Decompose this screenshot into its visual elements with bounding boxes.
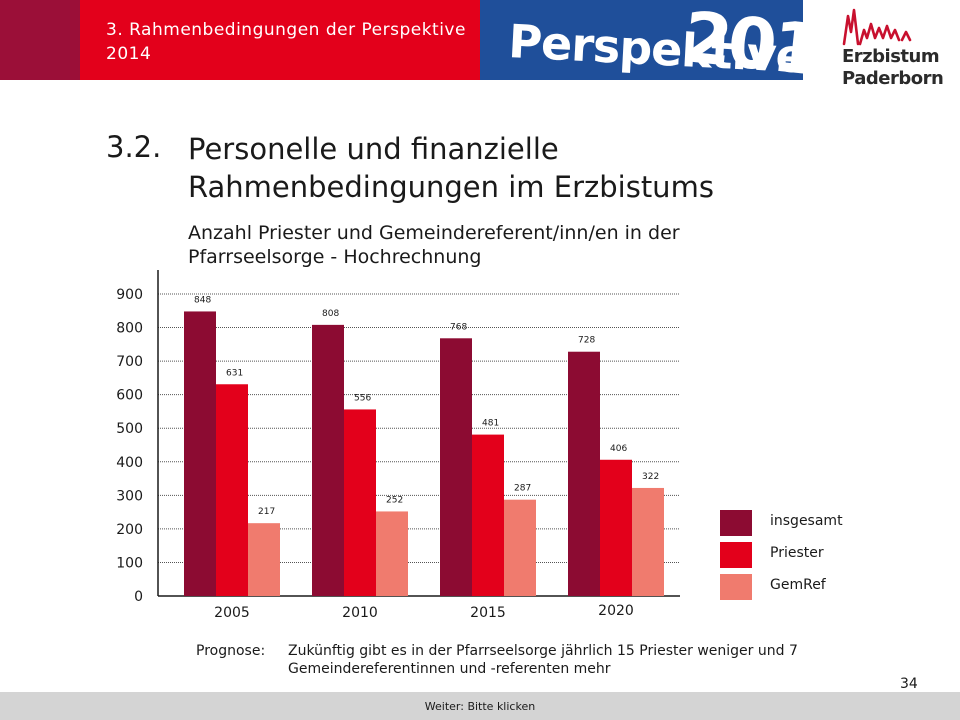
bar-priester-2005 — [216, 384, 248, 596]
header-section-title: 3. Rahmenbedingungen der Perspektive 201… — [106, 20, 466, 64]
legend-label-gemref: GemRef — [770, 577, 826, 593]
bar-gemref-2015 — [504, 499, 536, 596]
y-tick-label: 200 — [116, 522, 143, 538]
bar-insgesamt-2005 — [184, 311, 216, 596]
data-label: 556 — [354, 393, 371, 403]
legend-swatch-insgesamt — [720, 510, 752, 536]
bar-gemref-2020 — [632, 487, 664, 596]
chart-subtitle: Anzahl Priester und Gemeindereferent/inn… — [188, 222, 680, 268]
footer-continue-text[interactable]: Weiter: Bitte klicken — [424, 700, 536, 713]
bar-gemref-2005 — [248, 523, 280, 596]
footnote-text: Zukünftig gibt es in der Pfarrseelsorge … — [288, 643, 798, 677]
data-label: 808 — [322, 309, 339, 319]
legend-label-priester: Priester — [770, 545, 824, 561]
data-label: 481 — [482, 419, 499, 429]
header-accent-block — [0, 0, 80, 80]
footnote-label: Prognose: — [196, 643, 266, 659]
x-tick-label: 2020 — [598, 603, 634, 619]
header-brand-banner — [480, 0, 803, 80]
data-label: 631 — [226, 368, 243, 378]
y-tick-label: 600 — [116, 388, 143, 404]
slide-title: Personelle und finanzielle Rahmenbedingu… — [188, 132, 714, 204]
bar-insgesamt-2010 — [312, 324, 344, 596]
bar-insgesamt-2015 — [440, 338, 472, 596]
data-label: 217 — [258, 507, 275, 517]
header-section-banner — [80, 0, 480, 80]
data-label: 848 — [194, 295, 211, 305]
archdiocese-logo: Erzbistum Paderborn — [838, 4, 944, 92]
legend-swatch-priester — [720, 542, 752, 568]
y-tick-label: 900 — [116, 287, 143, 303]
data-label: 322 — [642, 472, 659, 482]
y-tick-label: 0 — [134, 589, 143, 605]
y-tick-label: 100 — [116, 555, 143, 571]
legend-label-insgesamt: insgesamt — [770, 513, 843, 529]
bar-insgesamt-2020 — [568, 351, 600, 596]
slide-number: 3.2. — [106, 130, 162, 164]
footer-bar[interactable]: Weiter: Bitte klicken — [0, 692, 960, 720]
logo-line-2: Paderborn — [842, 68, 944, 89]
data-label: 768 — [450, 322, 467, 332]
data-label: 287 — [514, 484, 531, 494]
bar-priester-2010 — [344, 409, 376, 596]
logo-line-1: Erzbistum — [842, 46, 940, 67]
data-label: 406 — [610, 444, 627, 454]
y-tick-label: 500 — [116, 421, 143, 437]
cathedral-icon — [842, 8, 912, 46]
y-tick-label: 700 — [116, 354, 143, 370]
data-label: 728 — [578, 336, 595, 346]
y-tick-label: 300 — [116, 488, 143, 504]
bar-priester-2015 — [472, 434, 504, 596]
y-tick-label: 400 — [116, 455, 143, 471]
x-tick-label: 2015 — [470, 605, 506, 621]
bar-gemref-2010 — [376, 511, 408, 596]
x-tick-label: 2005 — [214, 605, 250, 621]
y-tick-label: 800 — [116, 321, 143, 337]
logo-text: Erzbistum Paderborn — [842, 46, 944, 90]
page-number: 34 — [900, 676, 918, 692]
legend-swatch-gemref — [720, 574, 752, 600]
data-label: 252 — [386, 495, 403, 505]
x-tick-label: 2010 — [342, 605, 378, 621]
bar-priester-2020 — [600, 459, 632, 596]
